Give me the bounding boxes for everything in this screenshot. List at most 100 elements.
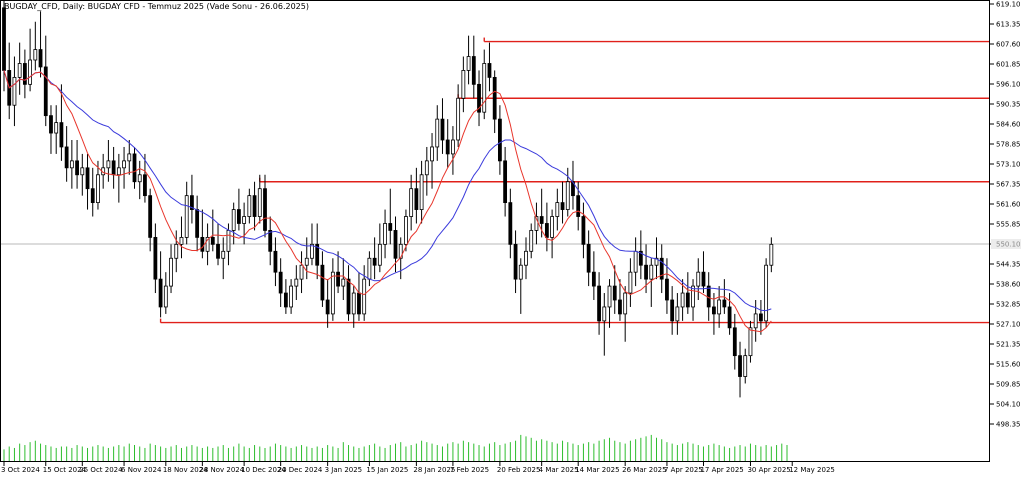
candle-body: [200, 236, 205, 252]
current-price-label-bg: [991, 239, 1021, 249]
candle-body: [2, 7, 6, 71]
candle-body: [310, 243, 314, 259]
candle-body: [487, 63, 492, 78]
candle-body: [294, 278, 299, 287]
candle: [236, 188, 241, 231]
candle: [550, 209, 554, 259]
candle: [158, 251, 163, 318]
candle-body: [80, 167, 85, 176]
candle-body: [64, 146, 69, 169]
candle: [273, 237, 278, 287]
price-tick-label: 532.85: [996, 301, 1021, 309]
time-tick-label: 15 Jan 2025: [366, 466, 408, 474]
candle-body: [362, 278, 367, 315]
candle: [649, 258, 654, 307]
candle-body: [586, 243, 591, 273]
candle: [482, 49, 487, 120]
candle: [263, 174, 267, 238]
price-tick-label: 521.35: [996, 341, 1021, 349]
candle: [289, 279, 294, 314]
candle-body: [252, 195, 257, 217]
candle: [320, 251, 325, 307]
candle-body: [623, 292, 628, 315]
candle: [127, 140, 132, 175]
candle-body: [497, 118, 502, 162]
candle-body: [539, 216, 544, 224]
candle-body: [748, 327, 753, 357]
price-tick-label: 584.60: [996, 121, 1021, 129]
candle-body: [143, 174, 147, 197]
candle: [534, 202, 539, 245]
candle: [466, 35, 471, 85]
candle: [477, 70, 481, 127]
candle: [22, 49, 27, 99]
candle-body: [122, 160, 126, 169]
candle: [148, 188, 153, 252]
candle-body: [242, 216, 247, 224]
candle: [513, 230, 518, 294]
candle: [325, 279, 330, 328]
candle: [471, 35, 476, 99]
candle: [623, 286, 628, 342]
time-tick-label: 14 Mar 2025: [575, 466, 619, 474]
candle-body: [550, 216, 554, 238]
candle: [362, 265, 367, 321]
candle-body: [372, 257, 377, 266]
candle: [330, 258, 335, 321]
candle-body: [325, 299, 330, 315]
candle-body: [263, 188, 267, 231]
candle-body: [12, 76, 17, 106]
candle-body: [644, 264, 648, 280]
candle: [759, 300, 763, 335]
candle: [137, 160, 142, 200]
candle-body: [43, 66, 48, 117]
chart-title: BUGDAY_CFD, Daily: BUGDAY CFD - Temmuz 2…: [4, 2, 309, 11]
candle-body: [330, 271, 335, 315]
candle-body: [132, 153, 137, 183]
time-tick-label: 3 Jan 2025: [325, 466, 363, 474]
candle: [299, 251, 304, 294]
candle-body: [430, 146, 434, 162]
candle-body: [712, 306, 716, 315]
candle: [591, 251, 596, 300]
candle: [769, 237, 774, 273]
candle: [221, 237, 226, 280]
candle: [691, 279, 695, 321]
candle-body: [607, 285, 612, 308]
candle-body: [304, 257, 309, 266]
candle-body: [482, 63, 487, 113]
candle: [456, 84, 461, 147]
candle: [586, 230, 591, 287]
candle-body: [466, 56, 471, 71]
time-tick-label: 7 Apr 2025: [664, 466, 703, 474]
candle-body: [492, 76, 497, 120]
candle: [445, 119, 450, 168]
candle-body: [184, 195, 189, 238]
candle: [560, 181, 565, 224]
candle-body: [445, 139, 450, 155]
horizontal-levels: [159, 37, 990, 324]
time-tick-label: 30 Apr 2025: [747, 466, 790, 474]
price-tick-label: 504.10: [996, 401, 1021, 409]
candle: [17, 42, 22, 95]
candle-body: [404, 216, 408, 245]
candle-body: [581, 216, 586, 245]
candle: [492, 70, 497, 134]
time-tick-label: 17 Apr 2025: [700, 466, 743, 474]
candle: [430, 133, 434, 189]
candle: [153, 223, 158, 294]
candle: [435, 105, 440, 161]
price-tick-label: 555.85: [996, 221, 1021, 229]
price-tick-label: 573.10: [996, 161, 1021, 169]
candle: [90, 167, 95, 217]
candle-body: [393, 230, 398, 259]
price-tick-label: 498.35: [996, 421, 1021, 429]
candle-body: [597, 285, 601, 322]
candle: [524, 237, 528, 280]
candle-body: [38, 49, 43, 68]
price-tick-label: 613.35: [996, 21, 1021, 29]
moving-average-slow-line: [3, 70, 772, 312]
candle: [64, 126, 69, 182]
